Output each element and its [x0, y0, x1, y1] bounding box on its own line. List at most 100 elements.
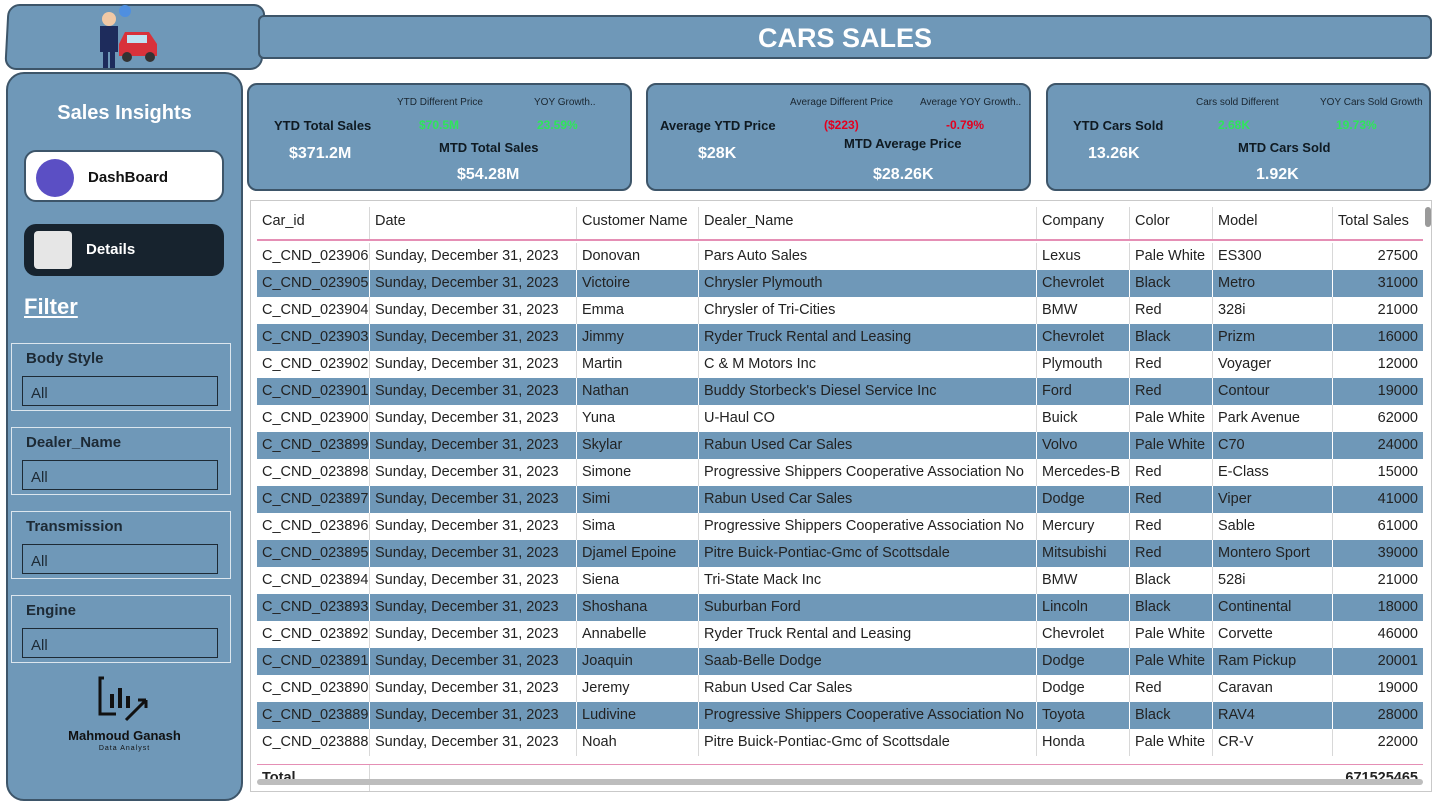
- table-cell: Joaquin: [577, 648, 699, 675]
- kpi-mtd-value: $54.28M: [457, 166, 520, 183]
- table-cell: Pale White: [1130, 729, 1213, 756]
- nav-dashboard[interactable]: DashBoard: [24, 150, 224, 202]
- column-header[interactable]: Model: [1213, 207, 1333, 239]
- table-cell: Pale White: [1130, 648, 1213, 675]
- column-header[interactable]: Date: [370, 207, 577, 239]
- column-header[interactable]: Company: [1037, 207, 1130, 239]
- table-cell: C_CND_023890: [257, 675, 370, 702]
- table-row: C_CND_023898 Sunday, December 31, 2023 Sim…: [257, 459, 1423, 486]
- table-cell: Jeremy: [577, 675, 699, 702]
- table-cell: Corvette: [1213, 621, 1333, 648]
- table-cell: 528i: [1213, 567, 1333, 594]
- table-cell: Noah: [577, 729, 699, 756]
- table-cell: Honda: [1037, 729, 1130, 756]
- slicer-dropdown[interactable]: All: [22, 460, 218, 490]
- sidebar: Sales Insights DashBoard Details Filter …: [6, 72, 243, 801]
- nav-icon: [36, 159, 74, 197]
- column-header[interactable]: Total Sales: [1338, 213, 1409, 229]
- nav-label: Details: [86, 241, 136, 258]
- nav-details[interactable]: Details: [24, 224, 224, 276]
- table-cell: Jimmy: [577, 324, 699, 351]
- table-cell: C_CND_023900: [257, 405, 370, 432]
- table-cell: Sunday, December 31, 2023: [370, 459, 577, 486]
- column-header[interactable]: Customer Name: [577, 207, 699, 239]
- kpi-main-value: $28K: [698, 145, 737, 162]
- table-cell: Simi: [577, 486, 699, 513]
- table-cell: Chevrolet: [1037, 270, 1130, 297]
- table-row: C_CND_023900 Sunday, December 31, 2023 Yun…: [257, 405, 1423, 432]
- table-cell: 18000: [1377, 599, 1418, 615]
- kpi-growth-label: Average YOY Growth..: [920, 97, 1022, 108]
- table-row: C_CND_023905 Sunday, December 31, 2023 Vic…: [257, 270, 1423, 297]
- table-cell: Pitre Buick-Pontiac-Gmc of Scottsdale: [699, 729, 1037, 756]
- table-row: C_CND_023903 Sunday, December 31, 2023 Jim…: [257, 324, 1423, 351]
- kpi-growth-value: 19.73%: [1336, 118, 1377, 132]
- table-cell: Progressive Shippers Cooperative Associa…: [699, 702, 1037, 729]
- table-cell: Dodge: [1037, 675, 1130, 702]
- table-cell: Red: [1130, 540, 1213, 567]
- table-cell: 20001: [1377, 653, 1418, 669]
- column-header[interactable]: Dealer_Name: [699, 207, 1037, 239]
- table-cell: Sunday, December 31, 2023: [370, 432, 577, 459]
- nav-label: DashBoard: [88, 169, 169, 186]
- table-cell: 31000: [1377, 275, 1418, 291]
- kpi-mtd-label: MTD Average Price: [844, 136, 962, 151]
- table-cell: Sunday, December 31, 2023: [370, 270, 577, 297]
- table-cell: CR-V: [1213, 729, 1333, 756]
- table-cell: Sunday, December 31, 2023: [370, 513, 577, 540]
- table-row: C_CND_023906 Sunday, December 31, 2023 Don…: [257, 243, 1423, 270]
- table-cell: C_CND_023897: [257, 486, 370, 513]
- table-cell: Sunday, December 31, 2023: [370, 729, 577, 756]
- column-header[interactable]: Color: [1130, 207, 1213, 239]
- slicer-dropdown[interactable]: All: [22, 544, 218, 574]
- logo-icon: [100, 5, 157, 68]
- table-cell: Skylar: [577, 432, 699, 459]
- table-cell: 41000: [1377, 491, 1418, 507]
- table-cell: Martin: [577, 351, 699, 378]
- slicer: Transmission All: [11, 511, 231, 579]
- table-cell: Progressive Shippers Cooperative Associa…: [699, 513, 1037, 540]
- table-cell: Voyager: [1213, 351, 1333, 378]
- table-cell: Sunday, December 31, 2023: [370, 540, 577, 567]
- table-cell: Black: [1130, 324, 1213, 351]
- table-cell: 28000: [1377, 707, 1418, 723]
- table-cell: Ford: [1037, 378, 1130, 405]
- table-cell: 328i: [1213, 297, 1333, 324]
- table-cell: 19000: [1377, 680, 1418, 696]
- table-cell: C_CND_023901: [257, 378, 370, 405]
- column-header[interactable]: Car_id: [257, 207, 370, 239]
- table-cell: ES300: [1213, 243, 1333, 270]
- table-cell: Emma: [577, 297, 699, 324]
- details-table: Car_id Date Customer Name Dealer_Name Compan…: [250, 200, 1432, 792]
- table-cell: Ryder Truck Rental and Leasing: [699, 621, 1037, 648]
- table-cell: Sunday, December 31, 2023: [370, 243, 577, 270]
- table-cell: Ludivine: [577, 702, 699, 729]
- slicer: Body Style All: [11, 343, 231, 411]
- kpi-card: YTD Total Sales $371.2M YTD Different Pric…: [247, 83, 632, 191]
- slicer-dropdown[interactable]: All: [22, 376, 218, 406]
- table-cell: Black: [1130, 702, 1213, 729]
- table-cell: Rabun Used Car Sales: [699, 675, 1037, 702]
- table-cell: Djamel Epoine: [577, 540, 699, 567]
- table-cell: Sunday, December 31, 2023: [370, 702, 577, 729]
- table-cell: Pale White: [1130, 405, 1213, 432]
- table-cell: Sima: [577, 513, 699, 540]
- kpi-main-value: 13.26K: [1088, 145, 1140, 162]
- scrollbar: [1425, 207, 1431, 227]
- slicer-dropdown[interactable]: All: [22, 628, 218, 658]
- table-cell: Yuna: [577, 405, 699, 432]
- table-cell: Prizm: [1213, 324, 1333, 351]
- table-cell: Chrysler Plymouth: [699, 270, 1037, 297]
- table-cell: Sunday, December 31, 2023: [370, 486, 577, 513]
- table-cell: Chrysler of Tri-Cities: [699, 297, 1037, 324]
- table-cell: Park Avenue: [1213, 405, 1333, 432]
- table-cell: Sunday, December 31, 2023: [370, 594, 577, 621]
- table-row: C_CND_023904 Sunday, December 31, 2023 Emm…: [257, 297, 1423, 324]
- table-cell: Buddy Storbeck's Diesel Service Inc: [699, 378, 1037, 405]
- table-cell: C_CND_023896: [257, 513, 370, 540]
- table-cell: Sunday, December 31, 2023: [370, 297, 577, 324]
- table-cell: Black: [1130, 270, 1213, 297]
- table-cell: Sable: [1213, 513, 1333, 540]
- table-row: C_CND_023896 Sunday, December 31, 2023 Sim…: [257, 513, 1423, 540]
